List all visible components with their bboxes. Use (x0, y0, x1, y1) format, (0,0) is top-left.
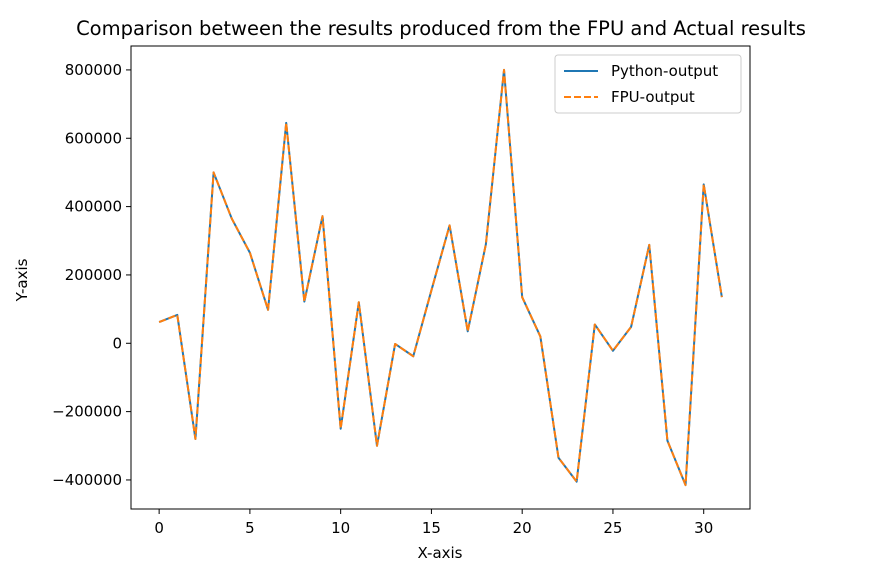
legend: Python-output FPU-output (554, 54, 742, 114)
x-tick-label: 25 (603, 519, 622, 537)
y-tick-label: 0 (112, 334, 122, 352)
x-axis-label: X-axis (418, 544, 463, 562)
plot-area-frame (130, 45, 751, 510)
y-tick-label: 800000 (65, 61, 122, 79)
y-tick-label: 400000 (65, 198, 122, 216)
series-line-python-output (158, 68, 723, 487)
series-line-fpu-output (158, 68, 723, 487)
x-tick-label: 0 (154, 519, 164, 537)
x-tick-label: 30 (694, 519, 713, 537)
x-tick-label: 15 (422, 519, 441, 537)
y-tick-label: 600000 (65, 129, 122, 147)
y-tick-label: 200000 (65, 266, 122, 284)
y-axis-label: Y-axis (13, 258, 31, 302)
y-tick-label: −200000 (52, 403, 122, 421)
legend-box (554, 54, 742, 114)
y-axis: −400000 −200000 0 200000 400000 600000 800000 (52, 61, 131, 489)
x-axis: 0 5 10 15 20 25 30 (154, 509, 713, 537)
legend-label: Python-output (611, 62, 718, 80)
x-tick-label: 20 (513, 519, 532, 537)
x-tick-label: 10 (331, 519, 350, 537)
chart-title: Comparison between the results produced … (76, 17, 806, 40)
legend-label: FPU-output (611, 88, 695, 106)
y-tick-label: −400000 (52, 471, 122, 489)
x-tick-label: 5 (245, 519, 255, 537)
series-layer (158, 68, 723, 487)
